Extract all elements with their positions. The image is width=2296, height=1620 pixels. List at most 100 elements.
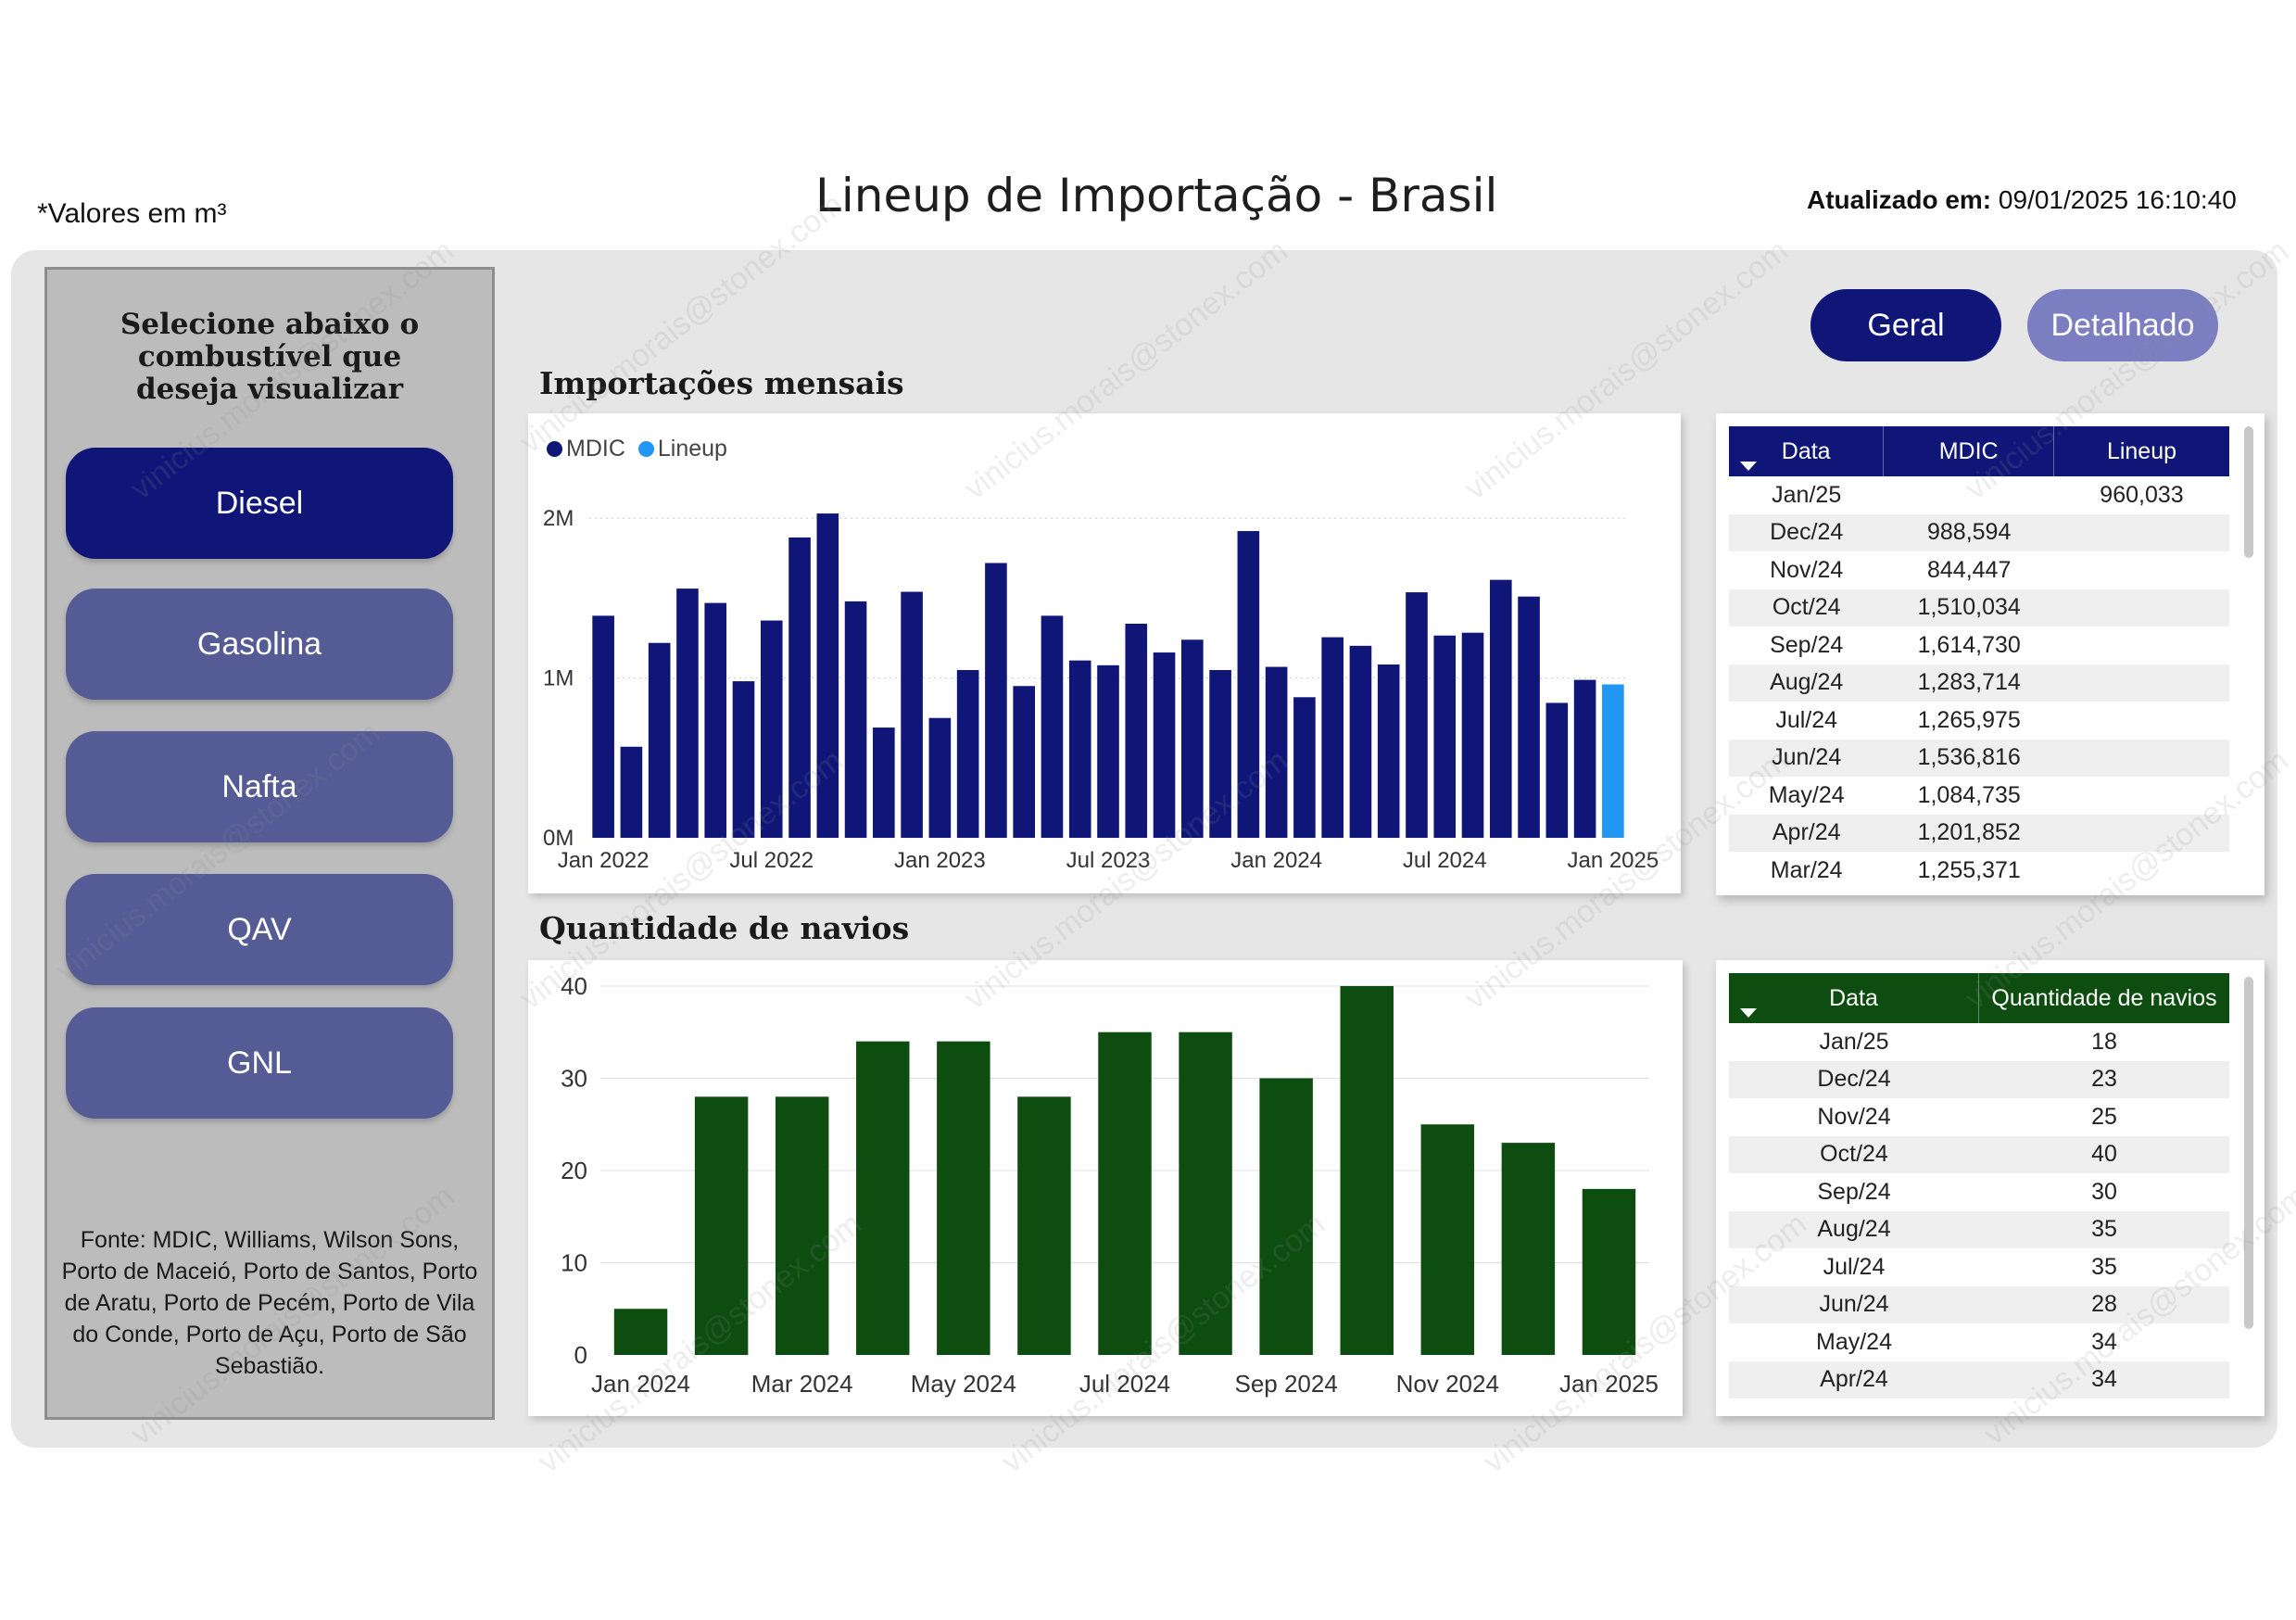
bar-mdic[interactable] <box>1489 579 1512 838</box>
ships-table-row[interactable]: Jun/24 28 <box>1729 1285 2229 1323</box>
bar-mdic[interactable] <box>592 615 614 838</box>
x-tick-label: Jul 2024 <box>1403 848 1487 873</box>
bar-mdic[interactable] <box>1125 624 1148 838</box>
imports-table-row[interactable]: Sep/24 1,614,730 <box>1729 626 2229 664</box>
bar-mdic[interactable] <box>873 728 895 838</box>
sort-desc-icon[interactable] <box>1740 1008 1757 1018</box>
fuel-button-nafta[interactable]: Nafta <box>66 731 453 842</box>
y-tick-label: 0M <box>543 826 574 851</box>
y-tick-label: 20 <box>561 1157 587 1184</box>
ships-table-row[interactable]: Apr/24 34 <box>1729 1361 2229 1399</box>
ships-table-row[interactable]: Sep/24 30 <box>1729 1173 2229 1211</box>
imports-table-row[interactable]: Mar/24 1,255,371 <box>1729 852 2229 890</box>
bar-mdic[interactable] <box>1153 652 1176 838</box>
bar-ships[interactable] <box>1420 1124 1475 1355</box>
ships-table-row[interactable]: May/24 34 <box>1729 1323 2229 1361</box>
fuel-button-qav[interactable]: QAV <box>66 874 453 985</box>
bar-mdic[interactable] <box>1293 697 1316 838</box>
bar-ships[interactable] <box>694 1096 749 1355</box>
imports-table-row[interactable]: Aug/24 1,283,714 <box>1729 664 2229 702</box>
bar-mdic[interactable] <box>1377 664 1400 838</box>
bar-ships[interactable] <box>1340 985 1394 1355</box>
col-header-data[interactable]: Data <box>1729 973 1979 1023</box>
imports-table-cell <box>1884 476 2054 514</box>
imports-table-row[interactable]: May/24 1,084,735 <box>1729 777 2229 815</box>
col-header-mdic[interactable]: MDIC <box>1884 426 2054 476</box>
bar-ships[interactable] <box>1259 1078 1313 1355</box>
bar-ships[interactable] <box>1582 1188 1636 1355</box>
bar-mdic[interactable] <box>648 642 671 838</box>
bar-ships[interactable] <box>1179 1031 1232 1355</box>
imports-table-row[interactable]: Jan/25 960,033 <box>1729 476 2229 514</box>
bar-mdic[interactable] <box>1068 660 1091 838</box>
imports-table-scrollbar[interactable] <box>2244 426 2253 558</box>
imports-table-row[interactable]: Oct/24 1,510,034 <box>1729 589 2229 627</box>
sort-desc-icon[interactable] <box>1740 462 1757 471</box>
bar-mdic[interactable] <box>1097 664 1119 838</box>
bar-mdic[interactable] <box>1209 670 1231 838</box>
bar-mdic[interactable] <box>1181 639 1204 838</box>
bar-mdic[interactable] <box>620 746 643 838</box>
y-tick-label: 1M <box>543 666 574 691</box>
bar-mdic[interactable] <box>1518 596 1540 838</box>
fuel-button-gasolina[interactable]: Gasolina <box>66 589 453 700</box>
imports-table-row[interactable]: Jul/24 1,265,975 <box>1729 702 2229 740</box>
bar-mdic[interactable] <box>1041 615 1064 838</box>
bar-mdic[interactable] <box>1321 637 1344 838</box>
fuel-button-gnl[interactable]: GNL <box>66 1007 453 1119</box>
ships-table-row[interactable]: Aug/24 35 <box>1729 1210 2229 1248</box>
bar-ships[interactable] <box>775 1096 829 1355</box>
bar-ships[interactable] <box>1098 1031 1152 1355</box>
ships-table-scrollbar[interactable] <box>2244 977 2253 1329</box>
ships-table-row[interactable]: Dec/24 23 <box>1729 1060 2229 1098</box>
ships-table-row[interactable]: Jul/24 35 <box>1729 1248 2229 1286</box>
bar-mdic[interactable] <box>928 717 952 838</box>
bar-ships[interactable] <box>613 1309 668 1355</box>
ships-table-row[interactable]: Nov/24 25 <box>1729 1098 2229 1136</box>
bar-mdic[interactable] <box>1433 635 1457 838</box>
bar-lineup[interactable] <box>1602 684 1624 838</box>
bar-mdic[interactable] <box>1265 666 1288 838</box>
bar-mdic[interactable] <box>1545 702 1569 838</box>
bar-ships[interactable] <box>1017 1096 1071 1355</box>
legend-item-lineup[interactable]: Lineup <box>637 436 727 462</box>
col-header-lineup[interactable]: Lineup <box>2106 437 2177 464</box>
legend-dot-mdic <box>547 441 562 457</box>
bar-mdic[interactable] <box>1573 679 1596 838</box>
view-geral-button[interactable]: Geral <box>1810 289 2001 361</box>
imports-table-row[interactable]: Jun/24 1,536,816 <box>1729 739 2229 777</box>
bar-ships[interactable] <box>1501 1143 1556 1355</box>
col-header-data[interactable]: Data <box>1729 426 1885 476</box>
bar-mdic[interactable] <box>1349 645 1372 838</box>
bar-mdic[interactable] <box>816 513 839 838</box>
bar-mdic[interactable] <box>1237 531 1260 838</box>
bar-mdic[interactable] <box>1461 632 1484 838</box>
ships-table-row[interactable]: Oct/24 40 <box>1729 1135 2229 1173</box>
bar-mdic[interactable] <box>704 602 727 838</box>
bar-mdic[interactable] <box>844 601 867 838</box>
imports-table-row[interactable]: Dec/24 988,594 <box>1729 513 2229 551</box>
col-header-ships[interactable]: Quantidade de navios <box>1991 984 2217 1011</box>
fuel-button-diesel[interactable]: Diesel <box>66 448 453 559</box>
x-tick-label: May 2024 <box>911 1370 1016 1398</box>
bar-mdic[interactable] <box>760 620 783 838</box>
imports-table-cell: Aug/24 <box>1770 669 1844 696</box>
imports-table-cell: Dec/24 <box>1770 519 1844 546</box>
view-detalhado-button[interactable]: Detalhado <box>2027 289 2218 361</box>
ships-table-row[interactable]: Jan/25 18 <box>1729 1023 2229 1061</box>
legend-item-mdic[interactable]: MDIC <box>547 436 625 462</box>
bar-mdic[interactable] <box>956 670 979 838</box>
bar-mdic[interactable] <box>985 563 1007 838</box>
units-note: *Valores em m³ <box>37 198 227 229</box>
bar-mdic[interactable] <box>901 591 923 838</box>
bar-mdic[interactable] <box>1406 592 1428 838</box>
bar-mdic[interactable] <box>788 537 811 838</box>
bar-ships[interactable] <box>937 1041 990 1355</box>
bar-mdic[interactable] <box>732 681 755 838</box>
bar-ships[interactable] <box>856 1041 910 1355</box>
imports-table-row[interactable]: Apr/24 1,201,852 <box>1729 814 2229 852</box>
bar-mdic[interactable] <box>1013 686 1035 838</box>
bar-mdic[interactable] <box>676 589 699 838</box>
imports-table-cell <box>2054 589 2229 627</box>
imports-table-row[interactable]: Nov/24 844,447 <box>1729 551 2229 589</box>
